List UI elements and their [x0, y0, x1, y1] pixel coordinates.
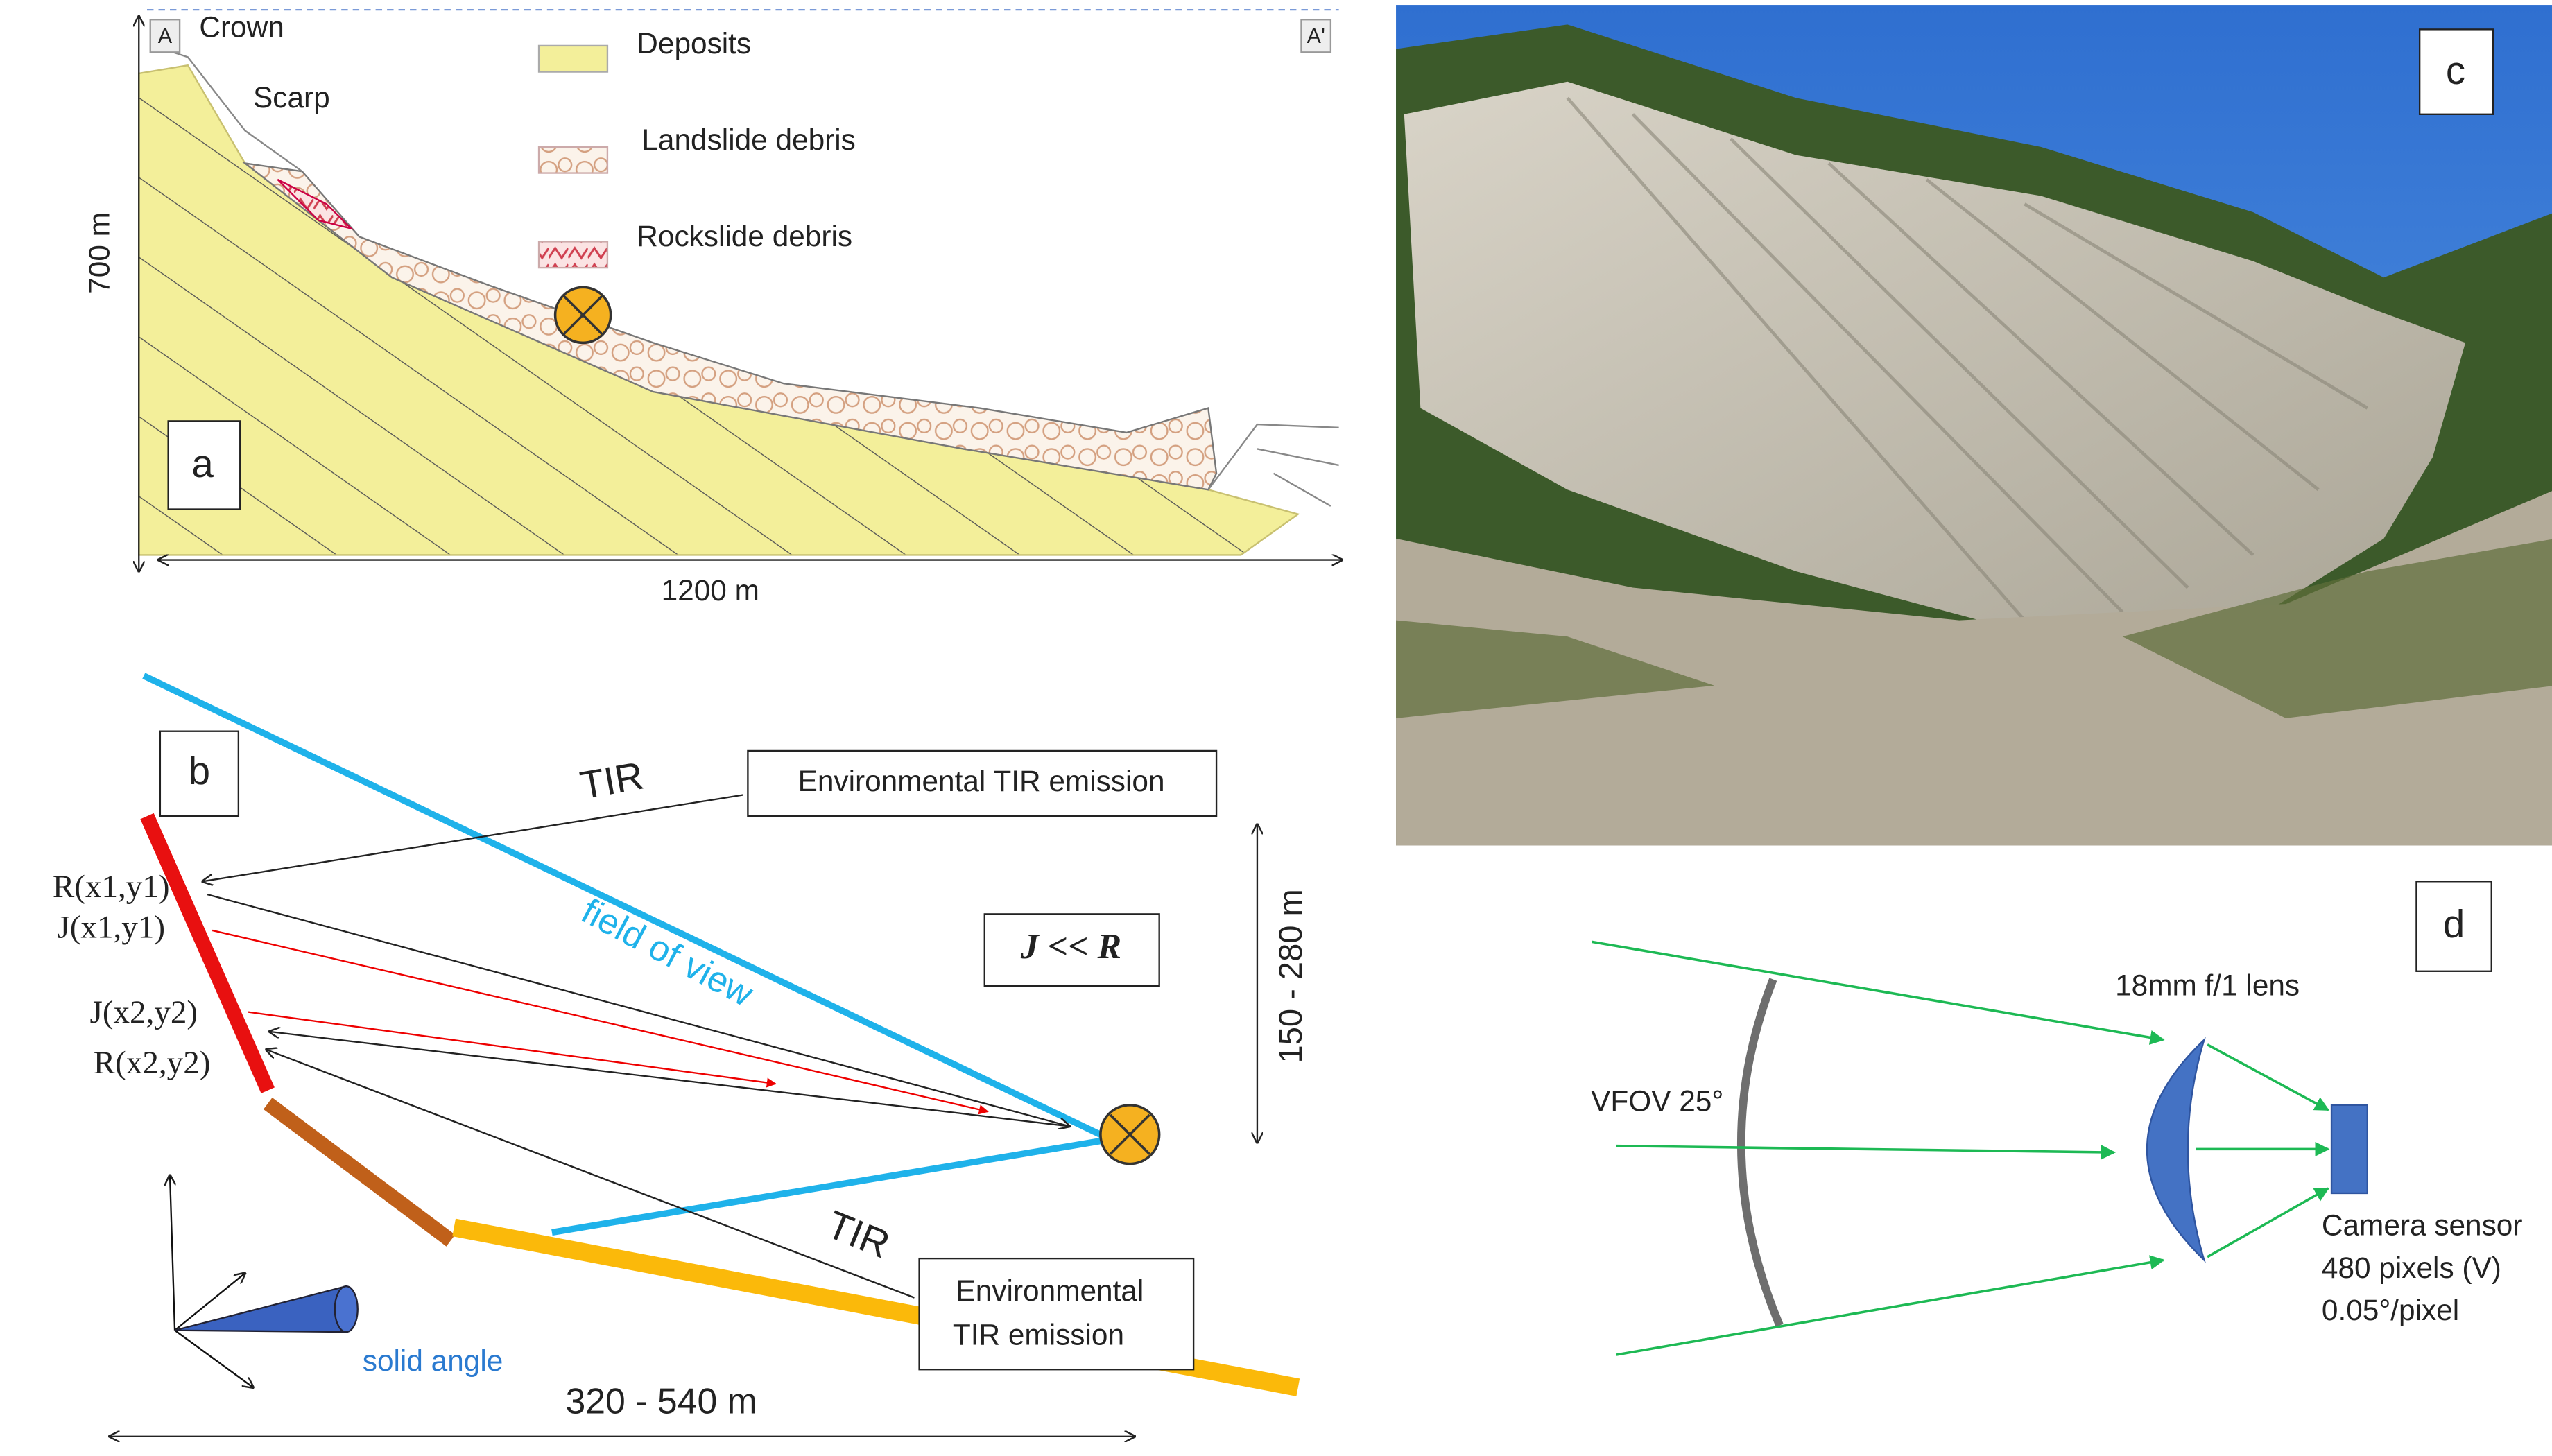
label-box — [167, 420, 241, 510]
label: Landslide debris — [641, 123, 856, 156]
label: b — [189, 749, 210, 792]
label: A' — [1307, 24, 1325, 48]
observer — [1099, 1104, 1161, 1165]
shape — [1566, 96, 2369, 622]
label-box — [983, 913, 1160, 987]
label: Deposits — [637, 27, 751, 60]
marker-box — [149, 19, 181, 53]
label: TIR — [821, 1202, 896, 1267]
label: R(x1,y1) — [53, 869, 170, 905]
rockslide-debris — [277, 178, 354, 230]
label: 0.05°/pixel — [2322, 1294, 2459, 1326]
cone-base — [334, 1285, 359, 1333]
label: 700 m — [83, 212, 115, 294]
fov-line — [551, 1136, 1111, 1236]
shape — [1109, 1113, 1150, 1155]
shape — [1396, 539, 2552, 718]
label: Scarp — [253, 81, 330, 114]
label: Crown — [199, 11, 284, 44]
ray — [1616, 1144, 2116, 1160]
label: a — [191, 442, 214, 485]
fov-line — [142, 673, 1112, 1143]
axis — [174, 1273, 245, 1331]
label: TIR emission — [953, 1318, 1124, 1351]
label-box — [747, 749, 1218, 817]
label: 320 - 540 m — [565, 1380, 757, 1421]
shape — [1396, 491, 2552, 846]
label: A — [158, 24, 173, 48]
label: 150 - 280 m — [1272, 889, 1309, 1063]
ray — [1616, 1255, 2165, 1356]
label: Camera sensor — [2322, 1209, 2523, 1242]
slope-segment — [140, 813, 275, 1093]
terrain — [1207, 423, 1339, 507]
sensor — [2330, 1104, 2368, 1195]
arrow — [207, 893, 1069, 1126]
arrow — [212, 929, 989, 1115]
ray — [1592, 940, 2165, 1045]
label: 1200 m — [662, 574, 759, 607]
arrow — [202, 794, 743, 882]
label-box — [2415, 881, 2492, 972]
marker-box — [1300, 19, 1332, 53]
shape — [562, 294, 604, 336]
label: J << R — [1020, 927, 1121, 967]
label: VFOV 25° — [1591, 1085, 1723, 1118]
arrow — [266, 1050, 915, 1299]
observer — [553, 286, 612, 345]
shape — [1404, 81, 2466, 637]
fov-arc — [1736, 978, 1784, 1327]
label: d — [2443, 902, 2465, 946]
axis — [170, 1175, 175, 1331]
label: R(x2,y2) — [94, 1045, 211, 1081]
label-box — [2418, 28, 2494, 115]
label: 18mm f/1 lens — [2115, 969, 2300, 1002]
legend-swatch — [537, 241, 609, 269]
ray — [2207, 1043, 2330, 1111]
axis — [174, 1329, 253, 1387]
label: Rockslide debris — [637, 220, 852, 252]
label: field of view — [576, 890, 761, 1014]
photo — [1396, 5, 2552, 846]
arrow — [248, 1011, 777, 1088]
label: solid angle — [363, 1344, 503, 1377]
label: 480 pixels (V) — [2322, 1251, 2501, 1284]
legend-swatch — [537, 146, 609, 174]
label-box — [159, 730, 240, 817]
lens — [2146, 1037, 2206, 1263]
label-box — [918, 1257, 1195, 1371]
label: Environmental — [956, 1274, 1144, 1307]
ray — [2207, 1187, 2330, 1258]
label: TIR — [577, 754, 647, 808]
label: J(x2,y2) — [90, 994, 198, 1030]
label: J(x1,y1) — [57, 910, 165, 946]
label: c — [2446, 49, 2465, 92]
arrow — [270, 1032, 1070, 1127]
legend-swatch — [537, 44, 609, 73]
slope-segment — [263, 1098, 456, 1247]
landslide-debris — [242, 162, 1218, 491]
label: Environmental TIR emission — [798, 765, 1165, 797]
